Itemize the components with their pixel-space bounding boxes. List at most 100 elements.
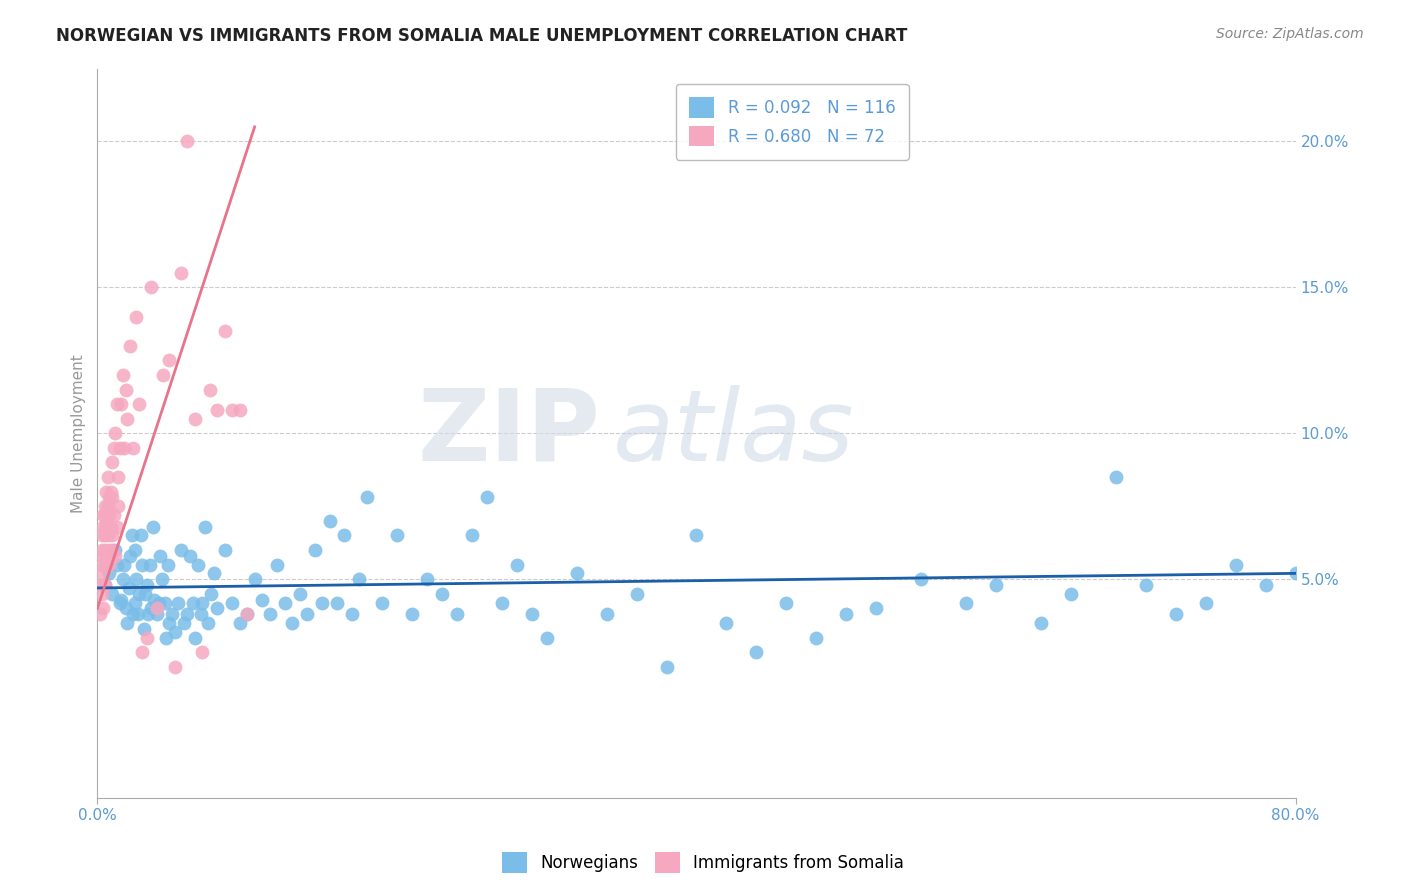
Point <box>93 578 115 592</box>
Point <box>141 601 163 615</box>
Point <box>281 615 304 630</box>
Point <box>165 624 187 639</box>
Point <box>401 607 423 622</box>
Point <box>170 266 193 280</box>
Point <box>162 607 184 622</box>
Point <box>118 581 141 595</box>
Point <box>745 645 768 659</box>
Point <box>104 426 127 441</box>
Point <box>250 592 273 607</box>
Point <box>775 595 797 609</box>
Point <box>910 572 932 586</box>
Point <box>655 659 678 673</box>
Point <box>149 549 172 563</box>
Point <box>1195 595 1218 609</box>
Point <box>1315 607 1337 622</box>
Point <box>176 135 198 149</box>
Point <box>190 607 212 622</box>
Point <box>304 543 326 558</box>
Point <box>107 500 129 514</box>
Point <box>243 572 266 586</box>
Point <box>136 607 159 622</box>
Point <box>266 558 288 572</box>
Point <box>120 339 142 353</box>
Point <box>461 528 484 542</box>
Point <box>93 549 115 563</box>
Point <box>101 528 124 542</box>
Point <box>90 558 112 572</box>
Point <box>1164 607 1187 622</box>
Point <box>371 595 394 609</box>
Point <box>236 607 259 622</box>
Point <box>475 491 498 505</box>
Point <box>288 587 311 601</box>
Point <box>132 622 155 636</box>
Point <box>179 549 201 563</box>
Point <box>97 500 120 514</box>
Point <box>96 519 118 533</box>
Point <box>146 607 169 622</box>
Point <box>94 558 117 572</box>
Text: ZIP: ZIP <box>418 384 600 482</box>
Point <box>94 543 117 558</box>
Point <box>90 587 112 601</box>
Point <box>105 558 128 572</box>
Point <box>1105 470 1128 484</box>
Point <box>865 601 887 615</box>
Point <box>131 558 153 572</box>
Point <box>94 578 117 592</box>
Point <box>121 528 143 542</box>
Point <box>326 595 349 609</box>
Point <box>131 645 153 659</box>
Point <box>197 615 219 630</box>
Point <box>167 595 190 609</box>
Point <box>685 528 707 542</box>
Point <box>202 566 225 581</box>
Point <box>491 595 513 609</box>
Point <box>111 572 134 586</box>
Point <box>221 595 243 609</box>
Point <box>97 549 120 563</box>
Text: atlas: atlas <box>613 384 855 482</box>
Legend: Norwegians, Immigrants from Somalia: Norwegians, Immigrants from Somalia <box>495 846 911 880</box>
Point <box>520 607 543 622</box>
Point <box>221 403 243 417</box>
Point <box>127 607 149 622</box>
Point <box>157 353 180 368</box>
Point <box>100 484 122 499</box>
Point <box>984 578 1007 592</box>
Point <box>94 528 117 542</box>
Point <box>100 549 122 563</box>
Point <box>105 397 128 411</box>
Point <box>806 631 828 645</box>
Point <box>110 592 132 607</box>
Point <box>89 578 111 592</box>
Point <box>187 558 209 572</box>
Point <box>105 519 128 533</box>
Point <box>98 558 121 572</box>
Point <box>181 595 204 609</box>
Point <box>626 587 648 601</box>
Point <box>124 543 146 558</box>
Point <box>96 514 118 528</box>
Point <box>214 543 236 558</box>
Point <box>506 558 529 572</box>
Point <box>356 491 378 505</box>
Point <box>98 543 121 558</box>
Point <box>155 631 177 645</box>
Point <box>139 558 162 572</box>
Point <box>295 607 318 622</box>
Point <box>135 578 157 592</box>
Point <box>1225 558 1247 572</box>
Point <box>117 615 139 630</box>
Point <box>170 543 193 558</box>
Point <box>146 601 169 615</box>
Point <box>97 470 120 484</box>
Point <box>446 607 468 622</box>
Point <box>93 519 115 533</box>
Point <box>141 280 163 294</box>
Point <box>103 441 125 455</box>
Point <box>205 403 228 417</box>
Point <box>94 500 117 514</box>
Point <box>1254 578 1277 592</box>
